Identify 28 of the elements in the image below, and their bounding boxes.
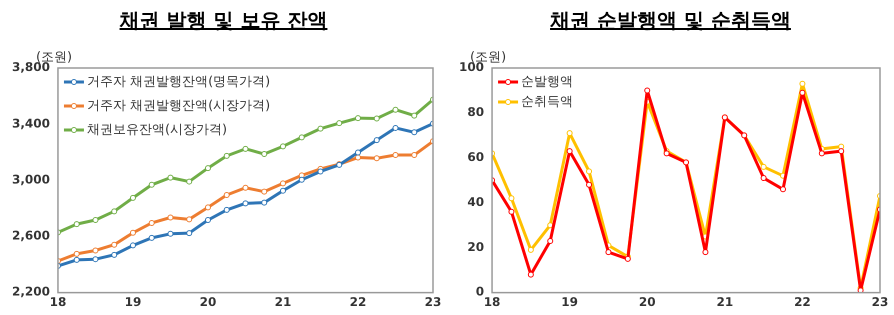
x-tick-label: 18 xyxy=(50,294,66,309)
chart-title: 채권 발행 및 보유 잔액 xyxy=(120,8,328,32)
x-tick-label: 22 xyxy=(794,294,811,309)
legend-label: 순발행액 xyxy=(521,74,574,90)
y-tick-label: 40 xyxy=(467,194,484,209)
y-tick-label: 20 xyxy=(467,240,484,254)
x-tick-label: 20 xyxy=(200,294,216,309)
y-tick-label: 3,000 xyxy=(12,172,50,186)
legend-label: 채권보유잔액(시장가격) xyxy=(86,122,228,138)
y-tick-label: 3,400 xyxy=(12,116,50,130)
x-tick-label: 23 xyxy=(424,294,442,309)
x-tick-label: 20 xyxy=(638,294,656,309)
y-tick-label: 60 xyxy=(467,150,484,164)
x-tick-label: 18 xyxy=(484,294,500,309)
x-tick-label: 21 xyxy=(716,294,734,309)
legend-label: 거주자 채권발행잔액(시장가격) xyxy=(86,98,270,114)
legend-label: 거주자 채권발행잔액(명목가격) xyxy=(86,74,270,90)
y-tick-label: 2,600 xyxy=(12,228,50,243)
x-tick-label: 21 xyxy=(274,294,292,309)
x-tick-label: 23 xyxy=(872,294,888,309)
x-tick-label: 19 xyxy=(124,294,142,309)
chart-title: 채권 순발행액 및 순취득액 xyxy=(550,8,791,32)
y-tick-label: 80 xyxy=(467,105,484,120)
legend-label: 순취득액 xyxy=(521,94,574,110)
y-tick-label: 0 xyxy=(476,284,484,299)
x-tick-label: 22 xyxy=(350,294,366,309)
y-tick-label: 2,200 xyxy=(12,284,50,299)
x-tick-label: 19 xyxy=(561,294,578,309)
